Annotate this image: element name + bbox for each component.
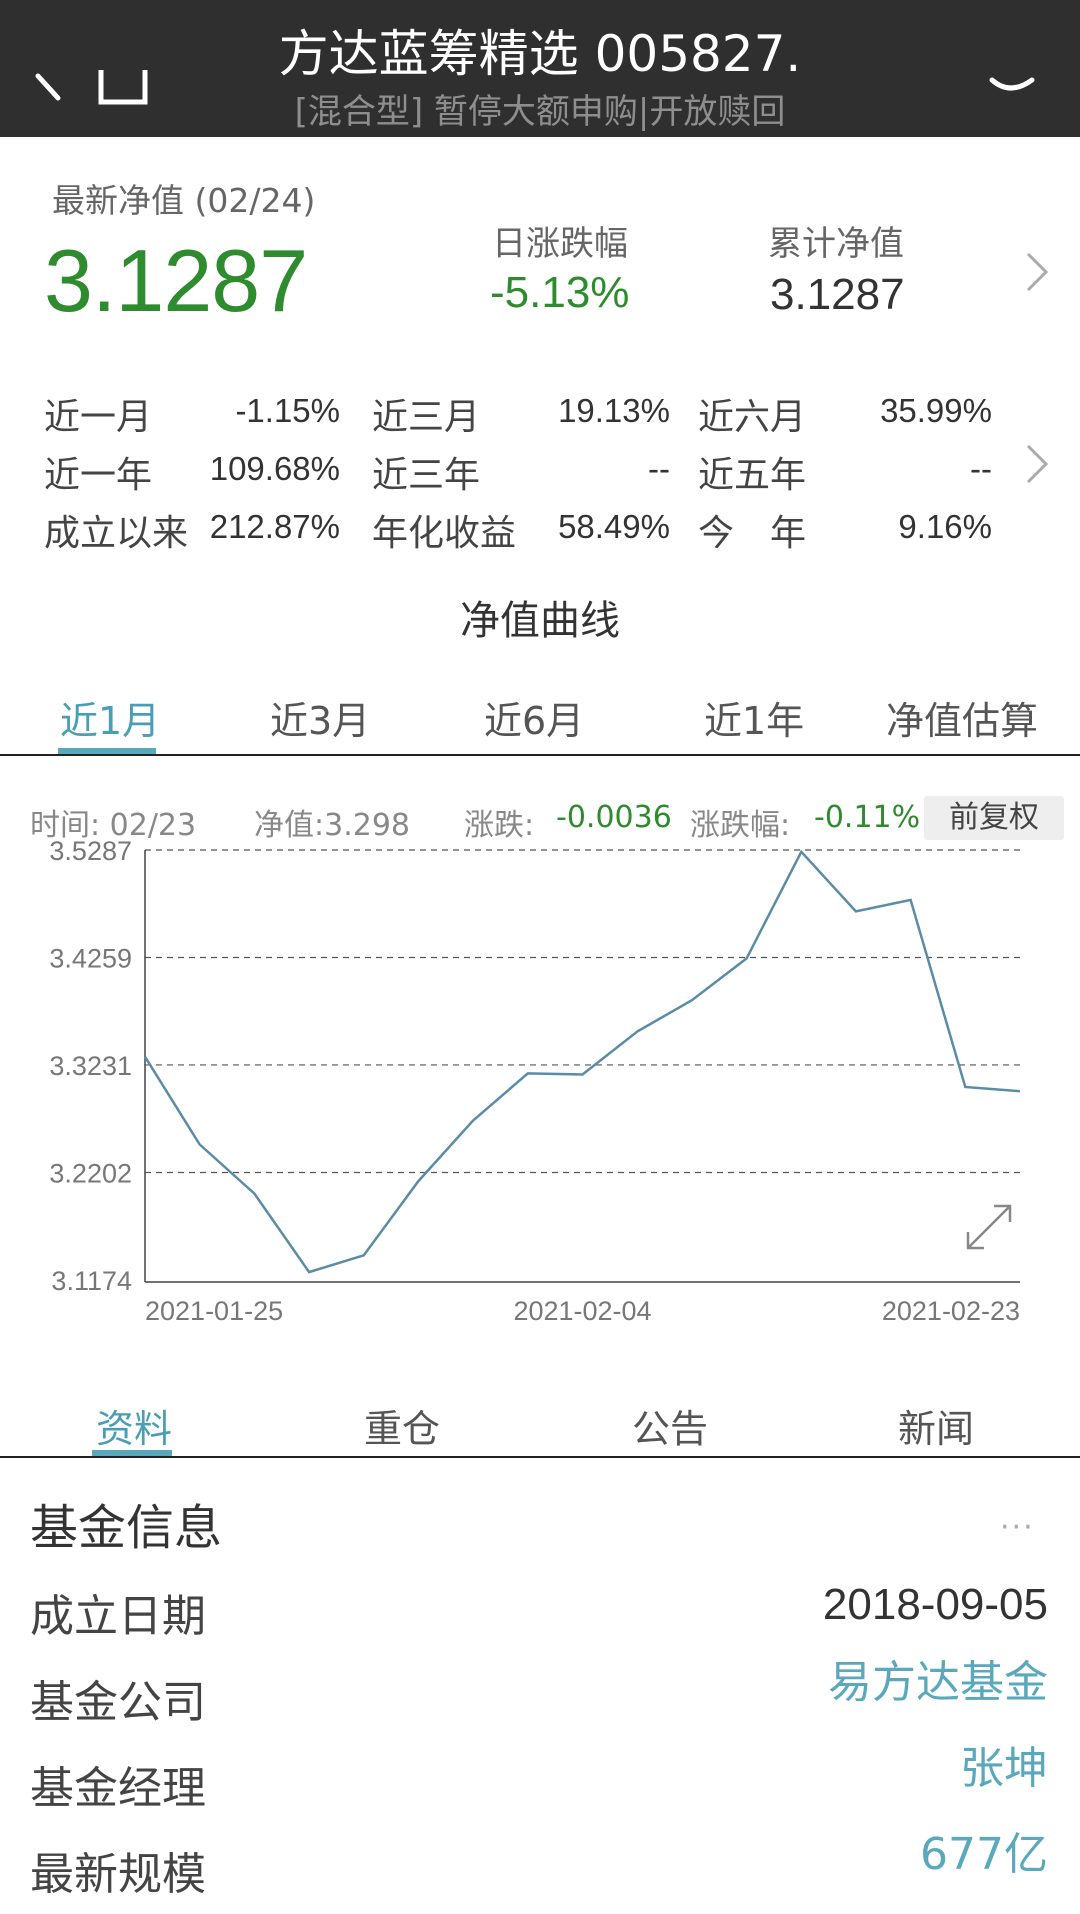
chart-series [143,849,1021,1274]
daily-change-value: -5.13% [490,268,630,317]
x-tick-label: 2021-02-23 [882,1296,1020,1326]
tab-announcements[interactable]: 公告 [632,1407,709,1451]
tab-divider [0,754,1080,756]
chart-grid [145,849,1020,1174]
nav-series-line [143,849,1021,1274]
expand-icon[interactable] [966,1204,1012,1250]
fund-company-link[interactable]: 易方达基金 [828,1657,1048,1708]
return-value-since-inception: 212.87% [209,508,340,545]
return-value-1y: 109.68% [209,450,340,487]
return-label-5y: 近五年 [698,455,807,496]
chevron-right-icon[interactable] [1024,250,1050,294]
cumulative-nav-value: 3.1287 [770,270,905,319]
fund-manager-link[interactable]: 张坤 [960,1743,1048,1794]
tab-3m[interactable]: 近3月 [270,699,371,743]
adjust-button[interactable]: 前复权 [924,796,1064,840]
fund-title: 方达蓝筹精选 005827. [278,25,802,83]
inception-date-label: 成立日期 [30,1591,206,1642]
fund-size-label: 最新规模 [30,1849,206,1900]
info-change-value: -0.0036 [556,800,672,835]
chart-axes [144,850,1020,1283]
return-value-5y: -- [970,450,992,487]
chevron-right-icon[interactable] [1024,442,1050,486]
header-bar: 方达蓝筹精选 005827. [混合型] 暂停大额申购|开放赎回 [0,0,1080,137]
return-value-3y: -- [648,450,670,487]
tab-1m[interactable]: 近1月 [60,699,161,743]
info-time: 时间: 02/23 [30,808,197,843]
y-tick-label: 3.3231 [49,1051,132,1081]
return-label-6m: 近六月 [698,397,807,438]
cumulative-nav-label: 累计净值 [768,224,904,264]
tab-holdings[interactable]: 重仓 [364,1407,441,1451]
chart-x-ticks: 2021-01-25 2021-02-04 2021-02-23 [145,1296,1020,1326]
tab-nav-estimate[interactable]: 净值估算 [886,699,1039,743]
return-label-3m: 近三月 [372,397,481,438]
fund-info-title: 基金信息 [30,1500,223,1556]
y-tick-label: 3.5287 [49,840,132,866]
fund-size-value[interactable]: 677亿 [920,1829,1048,1880]
bottom-tab-divider [0,1456,1080,1458]
more-icon[interactable]: ··· [1000,1510,1035,1545]
return-value-ytd: 9.16% [898,508,992,545]
tab-active-indicator [58,748,156,755]
return-label-1y: 近一年 [44,455,153,496]
fund-company-label: 基金公司 [30,1677,206,1728]
return-value-1m: -1.15% [235,392,340,429]
tab-6m[interactable]: 近6月 [484,699,585,743]
nav-value: 3.1287 [44,231,308,330]
fund-subtitle: [混合型] 暂停大额申购|开放赎回 [294,92,786,132]
tab-1y[interactable]: 近1年 [704,699,805,743]
fund-manager-label: 基金经理 [30,1763,206,1814]
info-pct-value: -0.11% [814,800,921,835]
return-value-3m: 19.13% [558,392,670,429]
return-label-annualized: 年化收益 [372,513,517,554]
curve-title: 净值曲线 [460,598,620,644]
info-change-label: 涨跌: [464,808,535,843]
inception-date-value: 2018-09-05 [822,1580,1048,1629]
tab-profile[interactable]: 资料 [96,1407,173,1451]
chart-y-ticks: 3.5287 3.4259 3.3231 3.2202 3.1174 [49,840,132,1296]
return-value-6m: 35.99% [880,392,992,429]
y-tick-label: 3.1174 [51,1266,132,1296]
info-nav: 净值:3.298 [254,808,410,843]
y-tick-label: 3.4259 [49,943,132,973]
nav-line-chart[interactable]: 3.5287 3.4259 3.3231 3.2202 3.1174 2021-01-2… [0,840,1080,1340]
box-icon[interactable] [95,66,150,110]
back-icon[interactable] [30,66,80,116]
return-label-since-inception: 成立以来 [44,513,189,554]
y-tick-label: 3.2202 [49,1159,132,1189]
bottom-tab-active-indicator [92,1450,172,1457]
info-pct-label: 涨跌幅: [690,808,791,843]
search-icon[interactable] [988,66,1038,106]
x-tick-label: 2021-01-25 [145,1296,283,1326]
return-value-annualized: 58.49% [558,508,670,545]
return-label-1m: 近一月 [44,397,153,438]
tab-news[interactable]: 新闻 [898,1407,975,1451]
nav-label: 最新净值 (02/24) [52,181,316,220]
return-label-ytd: 今 年 [698,513,807,554]
x-tick-label: 2021-02-04 [513,1296,651,1326]
daily-change-label: 日涨跌幅 [492,224,628,264]
return-label-3y: 近三年 [372,455,481,496]
